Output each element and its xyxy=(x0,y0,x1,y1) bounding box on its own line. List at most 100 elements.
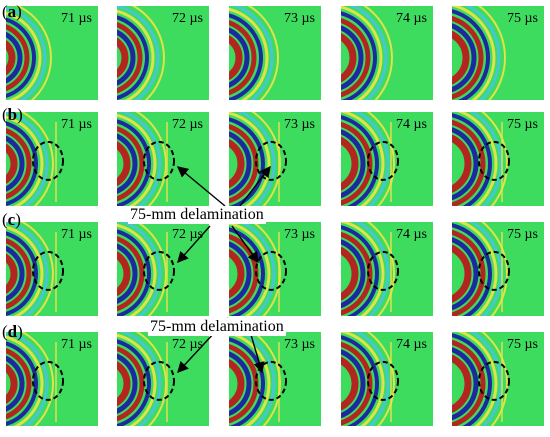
delamination-circle xyxy=(255,250,287,291)
annotation-arrow xyxy=(176,166,226,207)
panel-d-5: 75 µs xyxy=(452,332,544,426)
wave-front xyxy=(118,112,162,206)
wave-front xyxy=(229,248,245,299)
delamination-circle xyxy=(143,360,175,401)
wave-front xyxy=(20,332,54,426)
wave-front xyxy=(457,222,498,316)
wave-front xyxy=(341,121,373,206)
time-label: 71 µs xyxy=(61,11,92,26)
wave-front xyxy=(452,223,492,316)
delamination-circle xyxy=(367,250,399,291)
wave-front xyxy=(237,112,276,206)
wave-front xyxy=(341,222,385,316)
wave-front xyxy=(117,223,157,316)
time-label: 75 µs xyxy=(507,337,538,352)
panel-b-2: 72 µs xyxy=(117,112,209,206)
wave-front xyxy=(6,363,18,404)
wave-front xyxy=(477,6,506,100)
wave-front xyxy=(341,136,359,191)
wave-front xyxy=(117,6,160,100)
wave-front xyxy=(6,231,38,316)
wave-front xyxy=(341,17,371,98)
wave-front xyxy=(6,341,38,426)
delamination-circle xyxy=(367,360,399,401)
wave-front xyxy=(117,9,155,100)
time-label: 72 µs xyxy=(172,227,203,242)
time-label: 75 µs xyxy=(507,11,538,26)
wave-front xyxy=(341,6,383,100)
time-label: 75 µs xyxy=(507,117,538,132)
wave-front xyxy=(117,236,145,312)
wave-front xyxy=(341,25,364,91)
delamination-circle xyxy=(143,250,175,291)
wave-front xyxy=(6,11,42,100)
wave-front xyxy=(366,222,395,316)
time-label: 74 µs xyxy=(396,337,427,352)
wave-front xyxy=(229,117,265,206)
time-label: 75 µs xyxy=(507,227,538,242)
panel-d-2: 72 µs xyxy=(117,332,209,426)
panel-d-1: 71 µs xyxy=(6,332,98,426)
wave-front xyxy=(6,121,38,206)
time-label: 71 µs xyxy=(61,337,92,352)
delamination-circle xyxy=(255,360,287,401)
wave-front xyxy=(229,241,252,307)
wave-front xyxy=(452,229,486,316)
delamination-circle xyxy=(478,140,510,181)
wave-front xyxy=(452,244,472,303)
wave-front xyxy=(6,143,18,184)
wave-front xyxy=(6,348,32,420)
wave-front xyxy=(452,9,490,100)
wave-front xyxy=(452,333,492,426)
row-label-d: (d) xyxy=(2,322,23,341)
wave-front xyxy=(117,229,151,316)
delamination-circle xyxy=(32,250,64,291)
wave-front xyxy=(341,225,379,316)
wave-front xyxy=(117,133,138,194)
time-label: 73 µs xyxy=(284,337,315,352)
time-label: 71 µs xyxy=(61,117,92,132)
delamination-circle xyxy=(143,140,175,181)
wave-front xyxy=(452,354,472,413)
delamination-circle xyxy=(367,140,399,181)
wave-front xyxy=(6,355,25,412)
panel-b-3: 73 µs xyxy=(229,112,321,206)
wave-front xyxy=(15,6,52,100)
wave-front xyxy=(237,332,276,426)
wave-front xyxy=(341,231,373,316)
wave-front xyxy=(117,251,131,297)
time-label: 73 µs xyxy=(284,117,315,132)
wave-front xyxy=(229,332,271,426)
wave-front xyxy=(117,361,131,407)
time-label: 73 µs xyxy=(284,227,315,242)
wave-front xyxy=(229,227,265,316)
wave-front xyxy=(20,222,54,316)
wave-front xyxy=(229,20,257,96)
wave-front xyxy=(131,6,165,100)
panel-c-1: 71 µs xyxy=(6,222,98,316)
panel-a-1: 71 µs xyxy=(6,6,98,100)
wave-front xyxy=(117,119,151,206)
wave-front xyxy=(6,39,16,76)
wave-front xyxy=(341,115,379,206)
wave-front xyxy=(452,113,492,206)
wave-front xyxy=(349,6,388,100)
wave-front xyxy=(366,112,395,206)
wave-front xyxy=(354,112,390,206)
wave-front xyxy=(366,332,395,426)
wave-front xyxy=(117,113,157,206)
wave-front xyxy=(341,341,373,426)
time-label: 71 µs xyxy=(61,227,92,242)
wave-front xyxy=(229,27,250,88)
wave-front xyxy=(452,347,479,421)
wave-front xyxy=(117,29,136,86)
wave-front xyxy=(117,353,138,414)
wave-front xyxy=(6,31,23,84)
wave-front xyxy=(341,246,359,301)
wave-front xyxy=(452,134,472,193)
wave-front xyxy=(229,7,269,100)
time-label: 74 µs xyxy=(396,117,427,132)
wave-front xyxy=(117,126,145,202)
wave-front xyxy=(6,222,49,316)
